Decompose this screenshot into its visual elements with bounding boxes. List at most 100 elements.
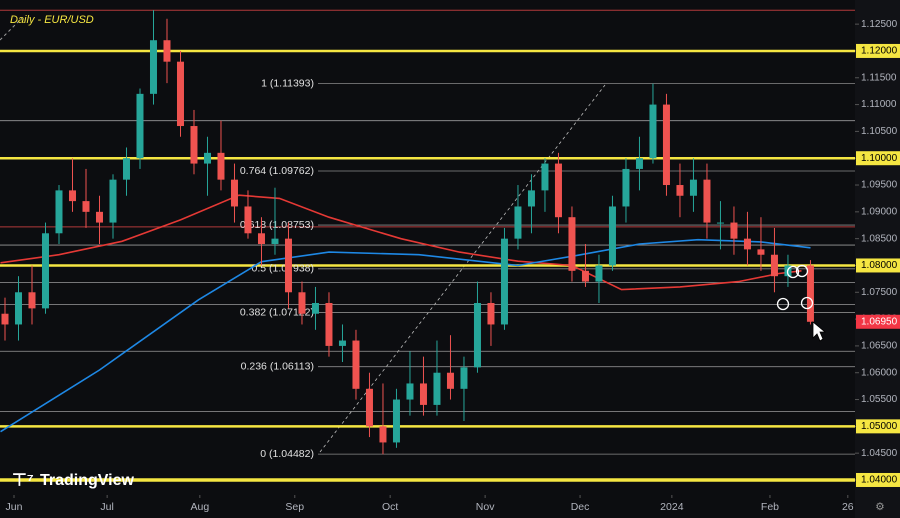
x-tick-label: Oct (382, 501, 398, 513)
candle-body (446, 372, 454, 389)
y-tick-label: 1.10000 (861, 153, 898, 164)
candle-body (392, 399, 400, 443)
marker-circle (776, 297, 790, 311)
y-tick-label: 1.08500 (861, 233, 898, 244)
price-tag-bg (856, 43, 900, 58)
y-tick-label: 1.08000 (861, 260, 898, 271)
brand: TradingView (40, 472, 135, 489)
logo: ⊤⁷ TradingView (12, 470, 135, 489)
y-tick-label: 1.12500 (861, 19, 898, 30)
markers (776, 264, 814, 311)
price-tag-bg (856, 419, 900, 434)
y-tick-label: 1.09500 (861, 180, 898, 191)
candle-body (433, 372, 441, 405)
x-tick-label: Nov (476, 501, 495, 513)
y-tick-label: 1.05000 (861, 421, 898, 432)
candle-body (68, 190, 76, 202)
candle-body (190, 126, 198, 164)
candle-body (460, 367, 468, 389)
fib-label: 0.764 (1.09762) (240, 165, 314, 177)
candle-body (352, 340, 360, 389)
candle-body (568, 217, 576, 271)
y-tick-label: 1.12000 (861, 46, 898, 57)
candle-body (41, 233, 49, 309)
fib-label: 0 (1.04482) (260, 448, 314, 460)
candle-body (271, 238, 279, 245)
y-tick-label: 1.07500 (861, 287, 898, 298)
candle-body (95, 211, 103, 223)
settings-icon[interactable]: ⚙ (875, 501, 884, 513)
candle-body (365, 388, 373, 427)
logo-mark: ⊤⁷ (12, 470, 34, 489)
candle-body (473, 303, 481, 368)
candle-body (28, 292, 36, 309)
candle-body (514, 206, 522, 239)
marker-circle (795, 264, 809, 278)
trend-line (0, 17, 23, 41)
candle-body (581, 270, 589, 282)
moving-average (0, 194, 802, 291)
price-tag-bg (856, 151, 900, 166)
candle-body (806, 265, 814, 322)
candle-body (662, 104, 670, 186)
candle-body (406, 383, 414, 400)
candle-body (689, 179, 697, 196)
candle-body (298, 292, 306, 314)
candle-body (203, 152, 211, 164)
candle-body (163, 40, 171, 62)
fib-label: 0.382 (1.07122) (240, 306, 314, 318)
candle-body (703, 179, 711, 223)
y-tick-label: 1.11500 (861, 72, 897, 83)
candle-body (770, 254, 778, 277)
candle-body (541, 163, 549, 191)
x-tick-label: Jun (6, 501, 23, 513)
candle-body (527, 190, 535, 207)
candle-body (55, 190, 63, 234)
x-tick-label: 2024 (660, 501, 684, 513)
fib-label: 1 (1.11393) (261, 77, 314, 89)
fib-label: 0.236 (1.06113) (241, 360, 314, 372)
candle-body (136, 93, 144, 159)
candle-body (595, 265, 603, 282)
y-tick-label: 1.04500 (861, 448, 898, 459)
price-tag-label: 1.06950 (861, 316, 898, 327)
fib-label: 0.5 (1.07938) (252, 263, 314, 275)
candle-body (244, 206, 252, 234)
x-tick-label: Feb (761, 501, 779, 513)
candle-body (419, 383, 427, 405)
candle-body (635, 158, 643, 169)
price-tag-bg (856, 314, 900, 329)
chart-title: Daily - EUR/USD (10, 14, 94, 26)
candle-body (743, 238, 751, 250)
candle-body (109, 179, 117, 223)
y-tick-label: 1.10500 (861, 126, 898, 137)
cursor (812, 321, 827, 342)
candle-body (14, 292, 22, 325)
fib-label: 0.618 (1.08753) (240, 219, 314, 231)
y-tick-label: 1.06000 (861, 367, 898, 378)
candle-body (122, 158, 130, 180)
x-tick-label: Aug (190, 501, 209, 513)
candle-body (176, 61, 184, 127)
price-tag-bg (856, 472, 900, 487)
price-tag-bg (856, 258, 900, 273)
candle-body (676, 185, 684, 196)
candle-body (608, 206, 616, 266)
candle-body (379, 426, 387, 443)
candle-body (257, 233, 265, 245)
candle-body (622, 168, 630, 207)
candle-body (500, 238, 508, 325)
candle-body (149, 40, 157, 94)
moving-average (0, 238, 811, 433)
x-tick-label: Sep (285, 501, 304, 513)
candle-body (649, 104, 657, 159)
candle-body (284, 238, 292, 293)
candle-body (487, 303, 495, 325)
y-tick-label: 1.09000 (861, 206, 898, 217)
candle-body (311, 303, 319, 314)
y-tick-label: 1.04000 (861, 475, 898, 486)
candle-body (230, 179, 238, 207)
candle-body (217, 152, 225, 180)
